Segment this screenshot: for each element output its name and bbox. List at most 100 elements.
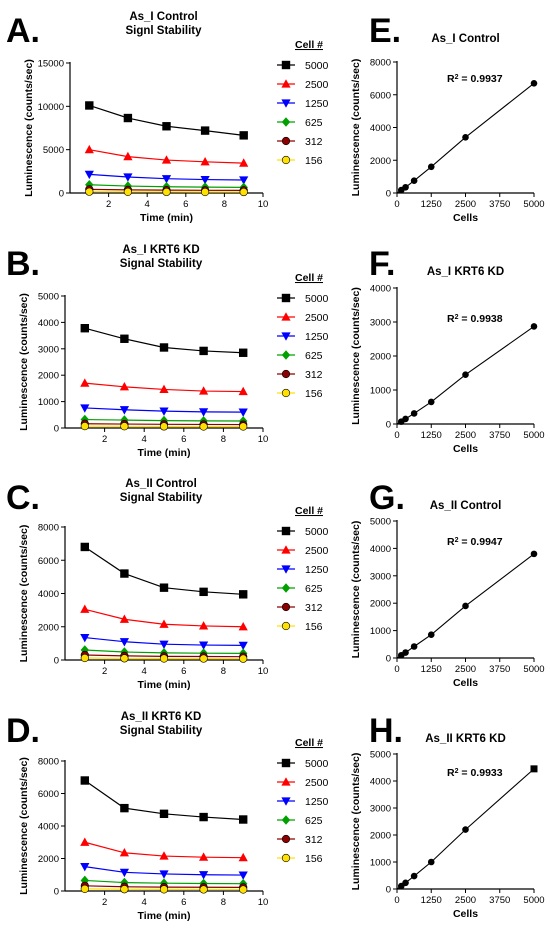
- y-tick-label: 0: [54, 656, 59, 667]
- legend-label: 2500: [305, 545, 329, 557]
- legend-item: 2500: [277, 545, 329, 557]
- legend-label: 1250: [305, 564, 329, 576]
- data-point: [411, 177, 418, 184]
- chart-title: As_II Control: [430, 500, 502, 512]
- panel-letter: F.: [369, 245, 395, 283]
- data-point: [402, 649, 409, 656]
- data-point: [531, 551, 538, 558]
- data-point: [121, 422, 129, 430]
- legend-item: 156: [277, 155, 323, 167]
- x-tick-label: 5000: [523, 430, 544, 441]
- y-tick-label: 0: [386, 420, 391, 431]
- y-tick-label: 4000: [38, 589, 59, 600]
- legend-label: 625: [305, 815, 323, 827]
- legend-label: 1250: [305, 796, 329, 808]
- y-tick-label: 1000: [38, 397, 59, 408]
- x-tick-label: 3750: [489, 664, 510, 675]
- y-tick-label: 5000: [38, 292, 59, 303]
- data-point: [239, 886, 247, 894]
- data-point: [239, 423, 247, 431]
- y-tick-label: 0: [54, 887, 59, 898]
- panel-letter: H.: [369, 712, 403, 750]
- data-point: [200, 423, 208, 431]
- data-point: [81, 543, 89, 551]
- data-point: [531, 323, 538, 330]
- legend-title: Cell #: [295, 505, 323, 517]
- y-tick-label: 4000: [370, 777, 391, 788]
- x-tick-label: 2: [102, 897, 107, 908]
- legend-label: 156: [305, 155, 323, 167]
- data-point: [200, 886, 208, 894]
- r-squared-value: = 0.9947: [459, 536, 503, 548]
- data-point: [163, 188, 171, 196]
- x-tick-label: 6: [181, 897, 186, 908]
- data-point: [80, 604, 89, 612]
- legend-marker: [282, 835, 290, 843]
- panel-letter: A.: [6, 12, 40, 50]
- y-tick-label: 15000: [38, 59, 64, 70]
- legend-title: Cell #: [295, 737, 323, 749]
- data-point: [240, 188, 248, 196]
- x-tick-label: 0: [394, 664, 399, 675]
- x-axis-label: Time (min): [140, 212, 193, 224]
- legend-label: 625: [305, 583, 323, 595]
- data-point: [160, 655, 168, 663]
- data-point: [199, 813, 207, 821]
- legend-marker: [281, 79, 290, 87]
- data-point: [531, 80, 538, 87]
- x-tick-label: 2: [102, 666, 107, 677]
- legend-label: 156: [305, 388, 323, 400]
- legend-marker: [282, 389, 290, 397]
- x-tick-label: 5000: [523, 895, 544, 906]
- y-tick-label: 3000: [370, 318, 391, 329]
- legend-marker: [282, 156, 290, 164]
- data-point: [462, 826, 469, 833]
- y-tick-label: 0: [59, 189, 64, 200]
- panel-letter: D.: [6, 712, 40, 750]
- panel-letter: G.: [369, 479, 405, 517]
- x-tick-label: 8: [221, 434, 226, 445]
- y-tick-label: 8000: [370, 58, 391, 69]
- data-point: [462, 134, 469, 141]
- data-point: [160, 810, 168, 818]
- x-tick-label: 2: [106, 199, 111, 210]
- legend-item: 2500: [277, 777, 329, 789]
- series-2500: [80, 837, 248, 861]
- x-tick-label: 3750: [489, 895, 510, 906]
- y-axis-label: Luminescence (counts/sec): [18, 757, 30, 895]
- data-point: [85, 101, 93, 109]
- data-point: [81, 654, 89, 662]
- x-tick-label: 5000: [523, 199, 544, 210]
- legend-item: 2500: [277, 79, 329, 91]
- legend-item: 2500: [277, 312, 329, 324]
- data-point: [428, 164, 435, 171]
- legend-marker: [282, 117, 290, 127]
- chart-title-line: Signal Stability: [120, 725, 203, 737]
- legend-label: 156: [305, 621, 323, 633]
- legend-marker: [282, 583, 290, 593]
- y-tick-label: 2000: [370, 831, 391, 842]
- series-2500: [80, 378, 248, 395]
- y-tick-label: 6000: [38, 789, 59, 800]
- data-point: [201, 126, 209, 134]
- y-tick-label: 2000: [38, 371, 59, 382]
- legend-label: 5000: [305, 293, 329, 305]
- data-point: [462, 603, 469, 610]
- x-tick-label: 0: [394, 895, 399, 906]
- x-tick-label: 3750: [489, 430, 510, 441]
- x-axis-label: Cells: [453, 908, 478, 920]
- legend-marker: [282, 294, 290, 302]
- panel-letter: B.: [6, 245, 40, 283]
- legend-item: 156: [277, 853, 323, 865]
- legend-item: 625: [277, 117, 323, 129]
- data-point: [120, 335, 128, 343]
- panel-letter: E.: [369, 12, 401, 50]
- chart-title-line: Signal Stability: [120, 258, 203, 270]
- r-squared-label: R2 = 0.9933: [447, 767, 503, 779]
- x-tick-label: 6: [181, 666, 186, 677]
- data-point: [240, 131, 248, 139]
- data-point: [160, 886, 168, 894]
- y-tick-label: 5000: [370, 750, 391, 761]
- legend-item: 1250: [277, 796, 329, 808]
